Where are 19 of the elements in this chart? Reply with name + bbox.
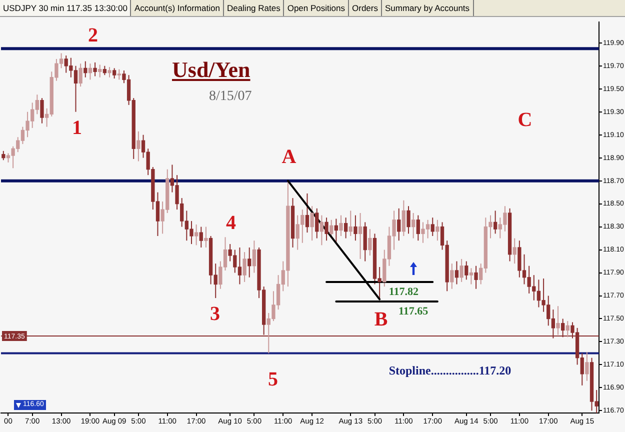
annotation: A xyxy=(282,146,297,168)
tab: USDJPY 30 min 117.35 13:30:00 xyxy=(0,0,132,16)
text: Usd/Yen xyxy=(172,57,250,83)
annotation: B xyxy=(374,308,388,330)
annotation: 2 xyxy=(88,24,98,47)
annotation: 5 xyxy=(268,368,278,390)
data-label: 117.82 xyxy=(388,286,419,298)
data-label: 117.65 xyxy=(398,305,429,318)
annotation: 1 xyxy=(72,117,82,140)
annotation: 3 xyxy=(210,303,220,326)
tab: Dealing Rates xyxy=(224,0,284,16)
tab: Account(s) Information xyxy=(131,0,224,16)
tab: Open Positions xyxy=(284,0,349,16)
ref-line-label: Stopline................117.20 xyxy=(388,363,512,378)
tab: Summary by Accounts xyxy=(382,0,474,16)
annotation: C xyxy=(518,109,532,132)
text: 8/15/07 xyxy=(209,88,252,105)
tab: Orders xyxy=(349,0,382,16)
annotation: 4 xyxy=(226,212,236,234)
